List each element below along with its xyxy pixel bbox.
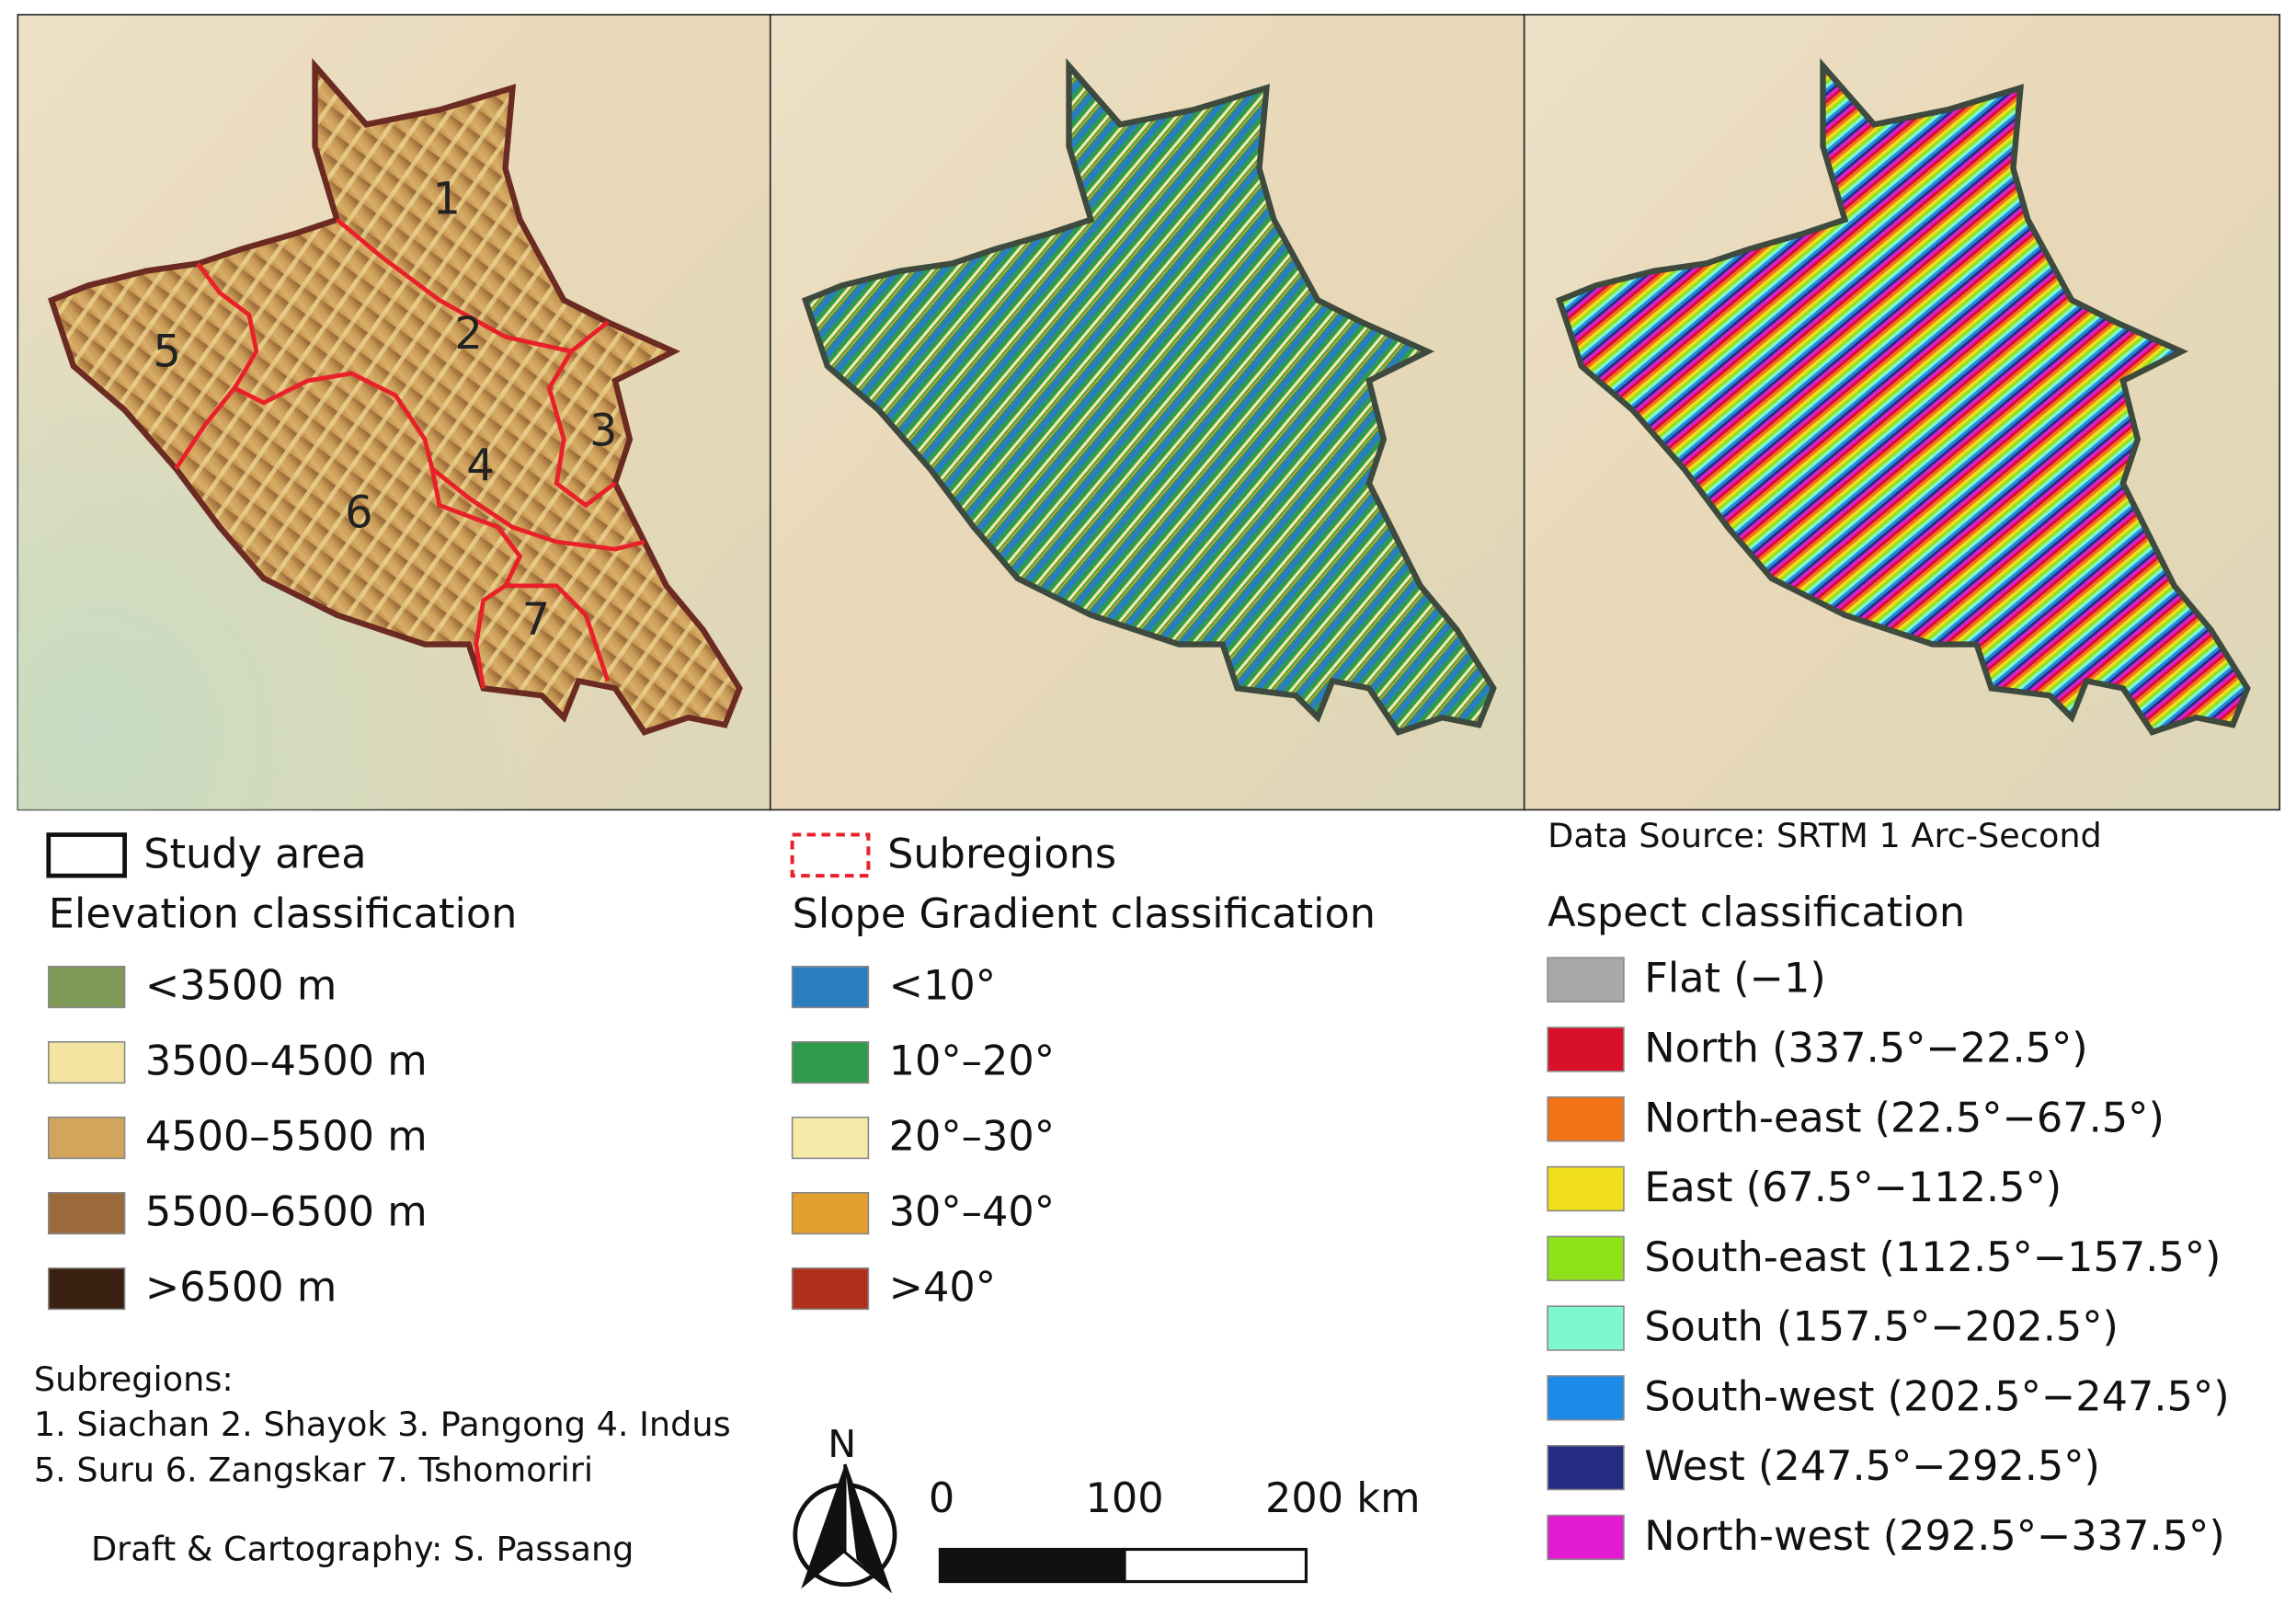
scale-label: 0: [929, 1474, 954, 1522]
aspect-panel: [1523, 14, 2281, 811]
legend-label: 20°–30°: [889, 1113, 1055, 1161]
legend-title: Slope Gradient classification: [793, 890, 1376, 938]
legend-swatch: [791, 1267, 870, 1311]
legend-swatch: [1547, 1026, 1625, 1072]
legend-label: 5500–6500 m: [145, 1188, 428, 1236]
legend: Study area Subregions Data Source: SRTM …: [46, 816, 2230, 1561]
data-source: Data Source: SRTM 1 Arc-Second: [1548, 816, 2102, 855]
legend-swatch: [47, 1192, 126, 1235]
legend-label: <10°: [889, 962, 996, 1010]
legend-label: Study area: [143, 830, 366, 877]
legend-swatch: [791, 1192, 870, 1235]
legend-label: 3500–4500 m: [145, 1038, 428, 1085]
subregion-label: 3: [589, 406, 617, 456]
north-arrow: N: [793, 1422, 897, 1594]
subregion-label: 4: [466, 441, 494, 491]
legend-label: North-west (292.5°−337.5°): [1644, 1512, 2224, 1560]
legend-label: Flat (−1): [1644, 955, 1826, 1003]
subregion-label: 1: [433, 175, 461, 225]
legend-label: North-east (22.5°−67.5°): [1644, 1094, 2165, 1141]
legend-label: South (157.5°−202.5°): [1644, 1303, 2119, 1351]
legend-swatch: [791, 1041, 870, 1084]
legend-swatch: [1547, 1444, 1625, 1491]
credit: Draft & Cartography: S. Passang: [91, 1530, 634, 1569]
legend-label: Subregions: [887, 830, 1116, 877]
legend-swatch: [1547, 1514, 1625, 1561]
slope-panel: [769, 14, 1525, 811]
subregion-label: 5: [154, 327, 181, 377]
subregion-note-title: Subregions:: [34, 1359, 234, 1399]
subregions-swatch: [790, 832, 871, 878]
legend-label: >6500 m: [145, 1264, 337, 1312]
elevation-panel: 1 2 3 4 5 6 7: [17, 14, 771, 811]
legend-swatch: [47, 1267, 126, 1311]
legend-label: 10°–20°: [889, 1038, 1055, 1085]
scale-label: 100: [1085, 1474, 1163, 1522]
legend-title: Elevation classification: [49, 890, 518, 938]
legend-swatch: [47, 966, 126, 1009]
legend-label: 30°–40°: [889, 1188, 1055, 1236]
subregion-label: 6: [345, 487, 372, 538]
study-area-swatch: [46, 832, 127, 878]
legend-label: East (67.5°−112.5°): [1644, 1164, 2062, 1211]
legend-swatch: [1547, 1305, 1625, 1351]
legend-label: South-west (202.5°−247.5°): [1644, 1372, 2229, 1420]
legend-label: West (247.5°−292.5°): [1644, 1442, 2100, 1490]
scale-label: 200 km: [1265, 1474, 1421, 1522]
legend-swatch: [791, 1117, 870, 1160]
legend-swatch: [791, 966, 870, 1009]
legend-swatch: [1547, 1165, 1625, 1212]
legend-swatch: [47, 1041, 126, 1084]
legend-label: <3500 m: [145, 962, 337, 1010]
map-panels: 1 2 3 4 5 6 7: [17, 14, 2281, 811]
legend-swatch: [1547, 1096, 1625, 1142]
legend-label: >40°: [889, 1264, 996, 1312]
legend-label: 4500–5500 m: [145, 1113, 428, 1161]
subregion-note-line: 5. Suru 6. Zangskar 7. Tshomoriri: [34, 1450, 593, 1490]
legend-label: North (337.5°−22.5°): [1644, 1025, 2087, 1072]
legend-swatch: [1547, 957, 1625, 1003]
legend-swatch: [1547, 1375, 1625, 1421]
legend-swatch: [47, 1117, 126, 1160]
legend-label: South-east (112.5°−157.5°): [1644, 1233, 2221, 1281]
subregion-note-line: 1. Siachan 2. Shayok 3. Pangong 4. Indus: [34, 1404, 731, 1444]
north-label: N: [828, 1422, 856, 1466]
notes: Subregions: 1. Siachan 2. Shayok 3. Pang…: [34, 1359, 731, 1569]
subregion-label: 2: [455, 309, 483, 360]
legend-title: Aspect classification: [1548, 888, 1965, 936]
legend-swatch: [1547, 1235, 1625, 1281]
subregion-label: 7: [522, 595, 550, 646]
scale-bar: 0 100 200 km: [929, 1474, 1421, 1584]
